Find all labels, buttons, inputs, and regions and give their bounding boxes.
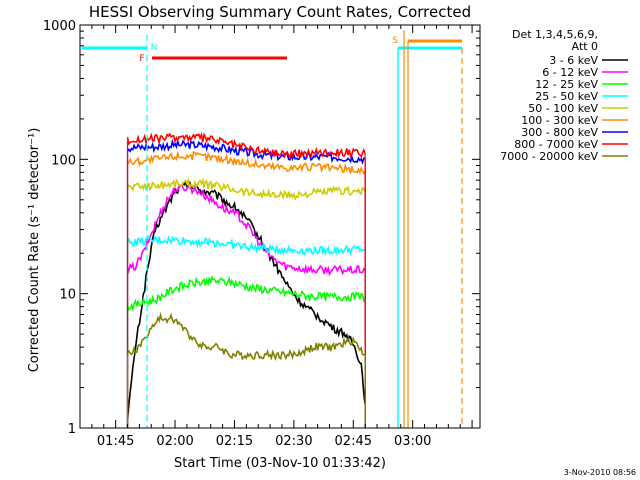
series-line-25-50-kev (126, 235, 366, 256)
series-line-12-25-kev (126, 275, 366, 313)
y-axis: 1 10 100 1000 (43, 19, 480, 437)
legend-title-line: Det 1,3,4,5,6,9, (512, 28, 598, 41)
y-tick-label: 1 (68, 422, 76, 437)
x-tick-label: 02:00 (156, 434, 193, 449)
series-line-300-800-kev (126, 137, 366, 165)
flag-letter-f: F (139, 54, 144, 64)
legend-label-100-300-kev: 100 - 300 keV (521, 114, 598, 127)
legend-label-300-800-kev: 300 - 800 keV (521, 126, 598, 139)
chart-title: HESSI Observing Summary Count Rates, Cor… (89, 3, 471, 21)
legend-label-25-50-kev: 25 - 50 keV (535, 90, 598, 103)
x-tick-label: 02:45 (335, 434, 372, 449)
y-tick-label: 1000 (43, 19, 76, 34)
x-tick-label: 02:15 (216, 434, 253, 449)
x-axis: 01:45 02:00 02:15 02:30 02:45 03:00 (79, 25, 473, 449)
series-line-100-300-kev (126, 150, 366, 176)
plot-frame (79, 24, 481, 429)
legend-label-7000-20000-kev: 7000 - 20000 keV (500, 150, 598, 163)
series-lines (126, 131, 366, 428)
series-line-6-12-kev (126, 183, 366, 277)
series-line-7000-20000-kev (126, 311, 366, 361)
legend-label-12-25-kev: 12 - 25 keV (535, 78, 598, 91)
legend-label-3-6-kev: 3 - 6 keV (549, 54, 598, 67)
y-tick-label: 10 (59, 288, 76, 303)
footer-date: 3-Nov-2010 08:56 (564, 468, 636, 477)
series-line-50-100-kev (126, 177, 366, 202)
y-axis-label: Corrected Count Rate (s⁻¹ detector⁻¹) (27, 128, 42, 373)
x-tick-label: 03:00 (394, 434, 431, 449)
legend-label-6-12-kev: 6 - 12 keV (542, 66, 598, 79)
legend-title-line: Att 0 (572, 40, 598, 53)
series-line-3-6-kev (126, 179, 366, 422)
legend-label-800-7000-kev: 800 - 7000 keV (514, 138, 598, 151)
y-tick-label: 100 (51, 153, 76, 168)
flag-letter-n: N (151, 43, 158, 53)
legend-label-50-100-kev: 50 - 100 keV (528, 102, 598, 115)
series-line-800-7000-kev (126, 131, 366, 160)
x-axis-label: Start Time (03-Nov-10 01:33:42) (174, 456, 386, 471)
x-tick-label: 02:30 (275, 434, 312, 449)
attenuator-state-lines (82, 30, 463, 428)
flag-letter-s: S (392, 36, 398, 46)
flag-annotations: FN S (139, 36, 398, 64)
x-tick-label: 01:45 (97, 434, 134, 449)
